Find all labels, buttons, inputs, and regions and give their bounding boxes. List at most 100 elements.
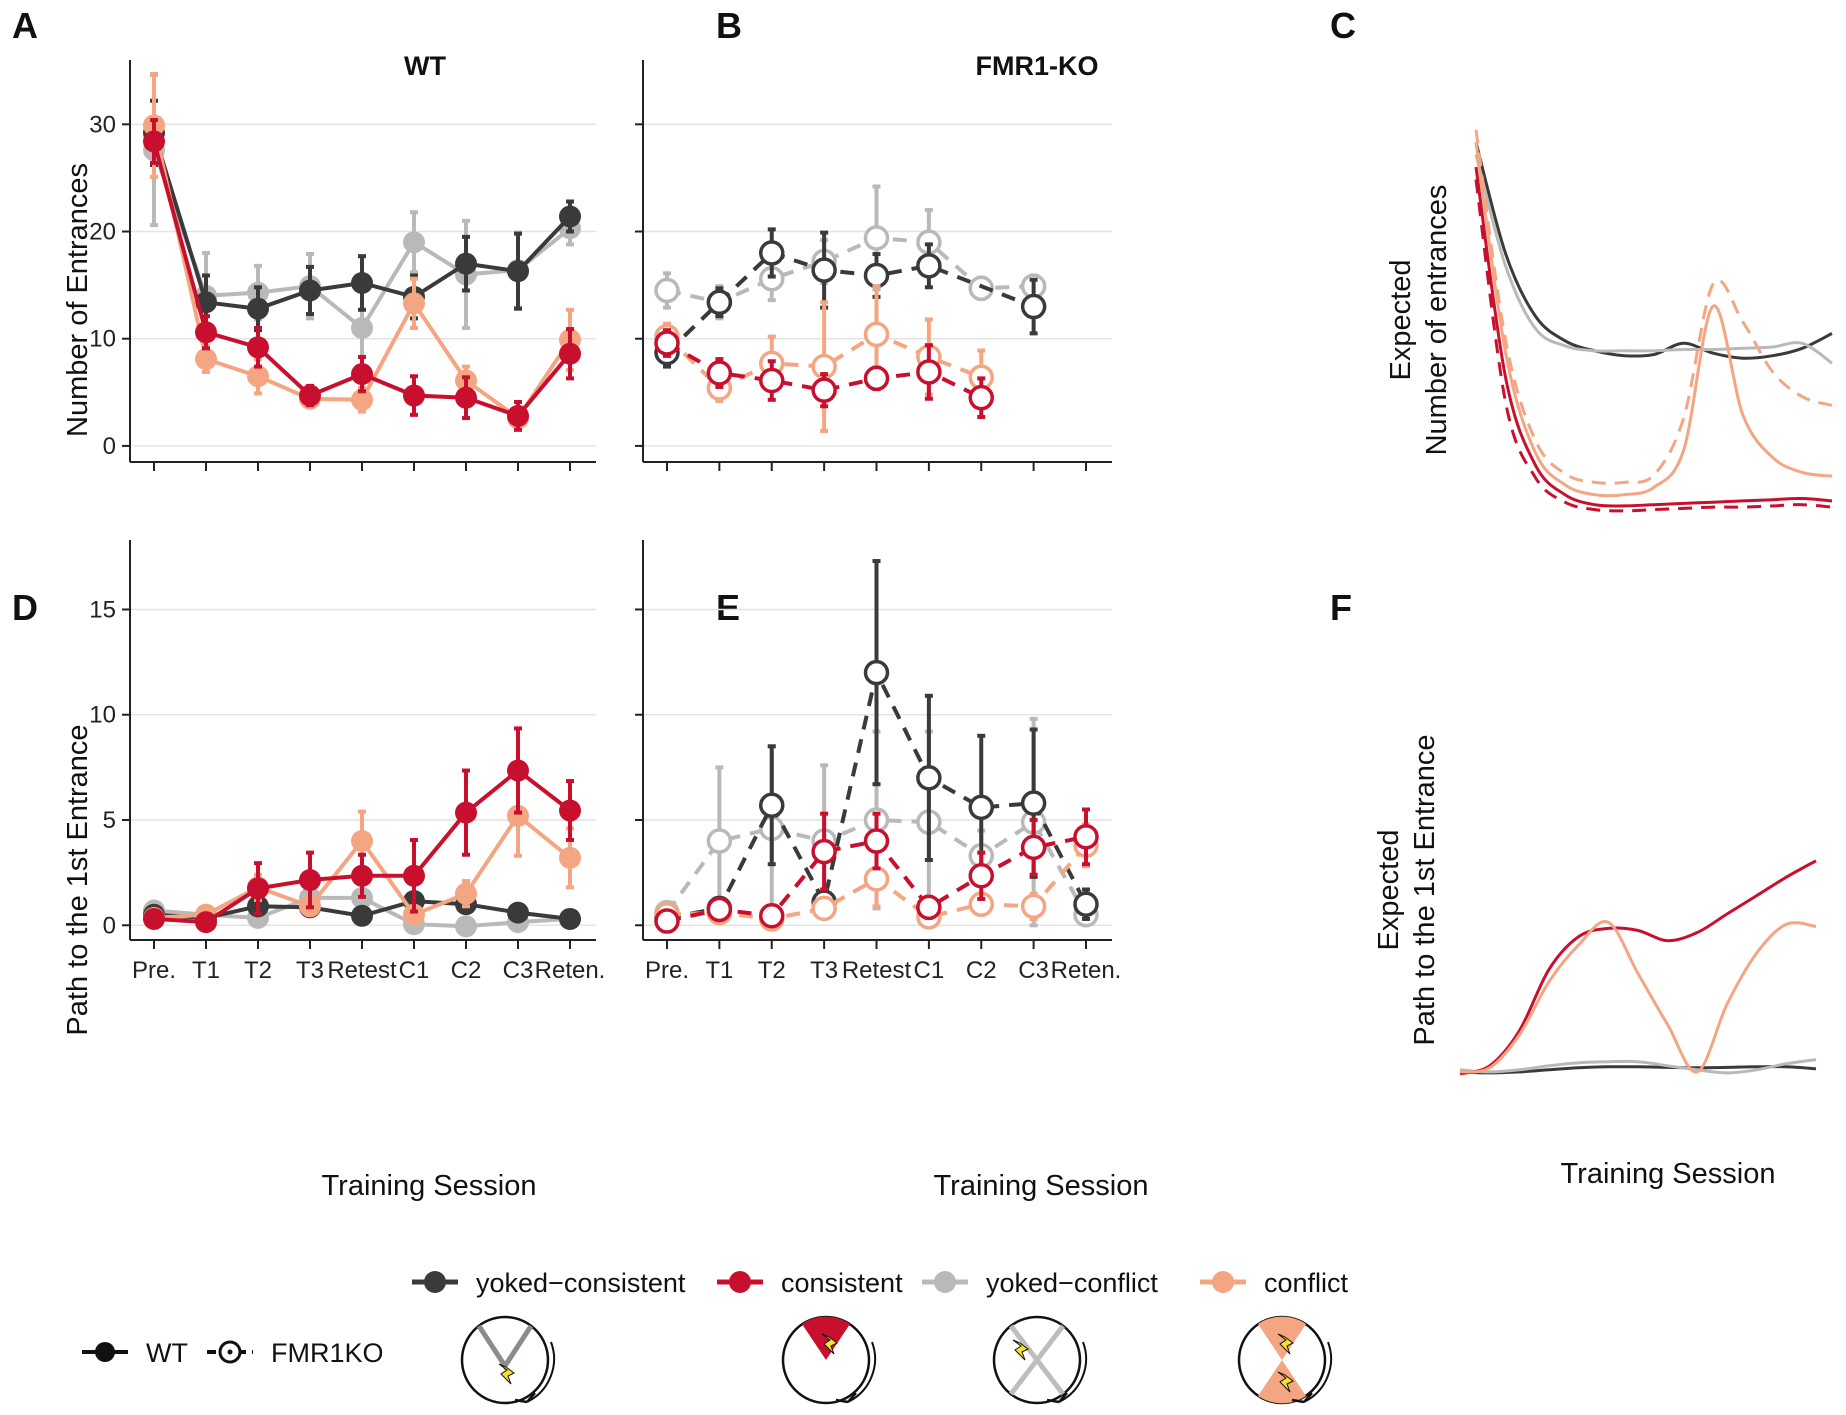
panel-d-point-consistent <box>195 911 217 934</box>
panel-d-point-consistent <box>507 759 529 782</box>
panel-d-y-tick-label: 0 <box>103 912 116 939</box>
panel-e-point-yoked-conflict <box>706 828 733 854</box>
panel-d-point-conflict <box>559 846 581 869</box>
panel-f-curve-yoked-conflict-solid <box>1459 1058 1817 1075</box>
panel-d-x-tick-label: C1 <box>399 957 430 984</box>
panel-a-point-consistent <box>455 386 477 409</box>
panel-b-point-yoked-consistent <box>706 289 733 316</box>
panel-d-x-tick-label: T2 <box>244 957 272 984</box>
legend-label-conflict: conflict <box>1264 1268 1349 1298</box>
panel-d-point-conflict <box>403 903 425 926</box>
panel-b-point-consistent <box>654 330 680 356</box>
panel-e-point-consistent <box>863 828 890 854</box>
panel-d-point-consistent <box>403 864 425 887</box>
panel-b-point-yoked-consistent <box>916 253 942 279</box>
panel-letter-b: B <box>716 5 742 46</box>
panel-e-point-consistent <box>706 896 733 923</box>
panel-a-y-tick-label: 30 <box>89 111 116 138</box>
panel-e-x-tick-label: T2 <box>758 957 786 984</box>
panel-d-x-tick-label: Reten. <box>535 957 606 984</box>
panel-a-point-conflict <box>247 365 269 388</box>
panel-f-x-title: Training Session <box>1561 1158 1776 1190</box>
panel-a-point-consistent <box>247 336 269 359</box>
panel-f-y-title-line1: Expected <box>1373 830 1405 951</box>
legend-label-consistent: consistent <box>781 1268 903 1298</box>
panel-e-point-conflict <box>1020 893 1047 920</box>
panel-a-y-tick-label: 0 <box>103 433 116 460</box>
panel-e-point-consistent <box>916 894 942 921</box>
panel-e-point-consistent <box>654 908 680 934</box>
panel-b-point-conflict <box>863 321 890 348</box>
panel-c-expected-entrances: Expected Number of entrances <box>1385 129 1833 513</box>
panel-d-x-tick-label: Pre. <box>132 957 176 984</box>
panel-d-x-title: Training Session <box>322 1170 537 1202</box>
panel-e-point-consistent <box>968 863 994 889</box>
panel-a-y-tick-label: 20 <box>89 219 116 246</box>
arena-yoked-consistent-icon <box>460 1315 556 1405</box>
panel-c-curve-consistent-solid <box>1474 166 1833 508</box>
panel-e-x-tick-label: Pre. <box>645 957 689 984</box>
panel-a-point-consistent <box>403 384 425 407</box>
panel-d-wt-path: Path to the 1st Entrance Training Sessio… <box>62 540 605 1202</box>
panel-d-point-consistent <box>455 801 477 824</box>
panel-b-ko-entrances: FMR1-KO <box>635 51 1112 471</box>
panel-a-y-title: Number of Entrances <box>62 163 94 437</box>
panel-d-point-yoked-consistent <box>559 907 581 930</box>
panel-e-ko-path: Training Session Pre. T1 T2 T3 Retest C1 C2 C3 R… <box>635 540 1148 1202</box>
panel-c-y-title-line2: Number of entrances <box>1421 185 1453 456</box>
panel-d-point-conflict <box>455 882 477 905</box>
panel-a-y-tick-label: 10 <box>89 326 116 353</box>
panel-f-expected-path: Expected Path to the 1st Entrance Traini… <box>1373 734 1817 1190</box>
panel-e-point-conflict <box>811 895 837 922</box>
panel-e-point-consistent <box>759 903 785 929</box>
panel-b-point-yoked-conflict <box>863 225 890 251</box>
panel-d-point-conflict <box>351 830 373 853</box>
panel-f-y-title-line2: Path to the 1st Entrance <box>1409 734 1441 1045</box>
legend-yoked-conflict: yoked−conflict <box>922 1268 1158 1298</box>
panel-e-point-yoked-consistent <box>759 792 785 819</box>
panel-a-point-consistent <box>195 321 217 344</box>
panel-d-point-conflict <box>507 804 529 827</box>
panel-a-point-consistent <box>559 342 581 365</box>
panel-d-y-tick-label: 15 <box>89 596 116 623</box>
panel-a-point-yoked-consistent <box>299 279 321 302</box>
panel-a-point-conflict <box>351 388 373 411</box>
panel-e-point-conflict <box>863 866 890 892</box>
panel-letter-e: E <box>716 587 740 628</box>
panel-d-x-tick-label: T1 <box>192 957 220 984</box>
panel-d-x-tick-label: C2 <box>451 957 482 984</box>
panel-b-point-consistent <box>968 384 994 411</box>
panel-e-point-consistent <box>1020 834 1047 861</box>
panel-c-curve-conflict-solid <box>1474 141 1833 498</box>
panel-e-point-yoked-consistent <box>1020 790 1047 816</box>
panel-a-point-consistent <box>351 363 373 386</box>
panel-e-x-tick-label: T3 <box>810 957 838 984</box>
panel-a-point-yoked-consistent <box>247 297 269 320</box>
arena-yoked-conflict-icon <box>992 1315 1088 1405</box>
panel-a-point-consistent <box>507 404 529 427</box>
legend-conflict: conflict <box>1200 1268 1349 1298</box>
legend-label-yoked-conflict: yoked−conflict <box>986 1268 1158 1298</box>
panel-letter-d: D <box>12 587 38 628</box>
legend-label-yoked-consistent: yoked−consistent <box>476 1268 686 1298</box>
panel-b-point-yoked-consistent <box>811 257 837 283</box>
panel-e-x-title: Training Session <box>934 1170 1149 1202</box>
panel-b-series-line-yoked-conflict <box>666 235 1034 305</box>
panel-e-point-yoked-consistent <box>863 659 890 686</box>
panel-d-point-consistent <box>559 799 581 822</box>
panel-d-x-tick-label: Retest <box>327 957 397 984</box>
panel-f-curve-yoked-consistent-solid <box>1459 1065 1817 1075</box>
panel-a-wt-entrances: WT Number of Entrances 0 10 20 30 <box>62 51 596 471</box>
legend-genotype-ko: FMR1KO <box>207 1338 384 1368</box>
panel-a-point-yoked-consistent <box>507 260 529 283</box>
legend-label-wt: WT <box>146 1338 188 1368</box>
panel-a-point-consistent <box>299 384 321 407</box>
panel-d-point-yoked-conflict <box>455 915 477 938</box>
panel-a-point-conflict <box>403 292 425 315</box>
panel-e-x-tick-label: Retest <box>842 957 912 984</box>
panel-b-point-consistent <box>811 377 837 403</box>
panel-d-point-consistent <box>247 877 269 900</box>
panel-b-point-yoked-consistent <box>863 262 890 289</box>
panel-b-point-yoked-consistent <box>759 240 785 266</box>
panel-e-point-consistent <box>1073 824 1099 850</box>
